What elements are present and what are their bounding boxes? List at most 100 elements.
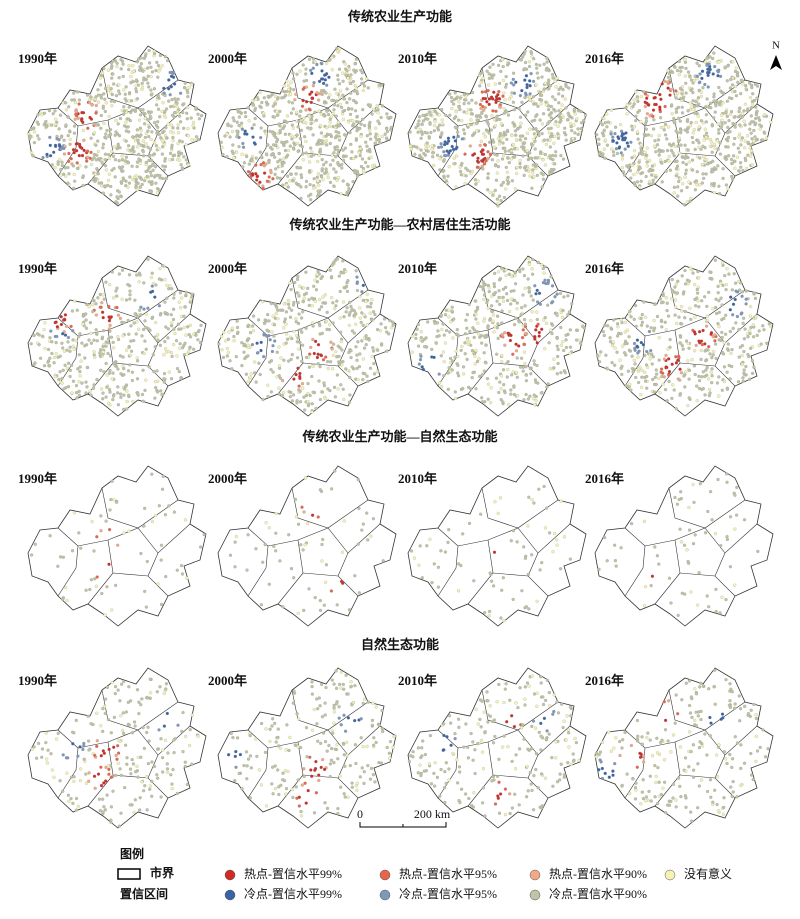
point	[52, 150, 56, 154]
point	[628, 309, 632, 313]
point	[597, 137, 601, 141]
point	[676, 194, 680, 198]
point	[122, 373, 126, 377]
point	[673, 313, 677, 317]
point	[495, 117, 499, 121]
point	[480, 110, 484, 115]
point	[330, 153, 334, 157]
point	[440, 327, 444, 332]
point	[687, 346, 691, 350]
point	[336, 152, 340, 156]
point	[156, 107, 161, 111]
point	[531, 127, 535, 131]
point	[87, 304, 91, 309]
point	[724, 287, 728, 292]
point	[334, 155, 338, 159]
point	[460, 119, 464, 123]
point	[127, 99, 131, 103]
point	[675, 291, 680, 295]
point	[386, 115, 390, 120]
point	[710, 374, 714, 378]
point	[430, 151, 435, 155]
point	[167, 99, 171, 103]
point	[173, 103, 177, 107]
point	[473, 299, 477, 303]
point	[536, 104, 540, 109]
point	[526, 277, 530, 281]
point	[610, 343, 615, 348]
point	[350, 365, 354, 369]
point	[267, 333, 271, 338]
point	[376, 348, 380, 352]
point	[104, 280, 108, 284]
point	[93, 577, 97, 581]
point	[370, 318, 374, 322]
point	[118, 116, 123, 121]
point	[414, 332, 418, 337]
point	[504, 274, 508, 278]
point	[56, 564, 60, 568]
point	[704, 135, 708, 139]
point	[325, 83, 329, 87]
point	[728, 377, 732, 381]
point	[144, 605, 148, 609]
point	[615, 151, 620, 156]
point	[716, 477, 720, 482]
point	[275, 113, 280, 118]
point	[515, 540, 519, 544]
point	[748, 377, 752, 381]
point	[147, 180, 151, 184]
point	[340, 550, 344, 554]
point	[561, 157, 566, 161]
point	[311, 66, 315, 70]
point	[285, 183, 289, 187]
point	[182, 155, 186, 159]
point	[164, 574, 168, 579]
point	[63, 166, 68, 170]
point	[715, 311, 719, 316]
point	[149, 88, 153, 92]
point	[495, 114, 499, 118]
point	[172, 342, 176, 347]
point	[442, 176, 446, 180]
point	[672, 191, 676, 195]
city-boundary	[291, 67, 369, 109]
point	[322, 603, 326, 607]
point	[563, 97, 567, 101]
point	[454, 154, 459, 158]
point	[611, 135, 615, 139]
point	[155, 191, 160, 195]
point	[142, 144, 146, 149]
point	[688, 74, 692, 79]
point	[90, 103, 94, 107]
point	[127, 332, 131, 336]
point	[123, 97, 127, 101]
point	[709, 140, 714, 144]
point	[302, 116, 306, 121]
point	[318, 147, 323, 152]
point	[156, 129, 160, 133]
point	[437, 145, 441, 150]
point	[645, 112, 650, 116]
point	[121, 334, 125, 338]
point	[529, 294, 533, 298]
point	[313, 110, 317, 114]
point	[479, 106, 483, 111]
point	[677, 59, 682, 64]
point	[671, 151, 675, 155]
point	[744, 297, 748, 301]
point	[126, 282, 130, 287]
point	[160, 64, 164, 68]
point	[39, 356, 43, 360]
point	[523, 67, 527, 71]
point	[75, 308, 79, 312]
point	[461, 365, 466, 369]
point	[736, 380, 741, 384]
point	[456, 334, 461, 338]
point	[111, 394, 116, 398]
point	[137, 271, 142, 275]
point	[122, 105, 126, 109]
point	[726, 145, 730, 149]
point	[116, 335, 120, 339]
point	[635, 170, 639, 174]
